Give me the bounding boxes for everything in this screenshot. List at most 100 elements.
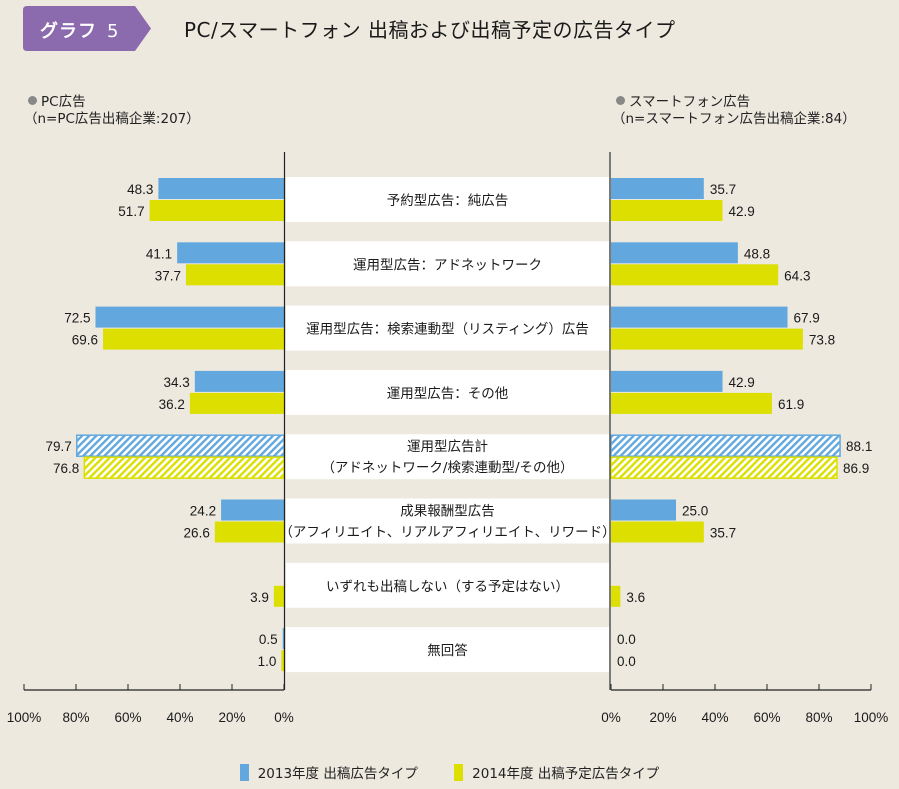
data-label: 42.9 bbox=[729, 204, 755, 219]
data-label: 61.9 bbox=[778, 397, 804, 412]
smartphone-panel-label: スマートフォン広告 （n=スマートフォン広告出稿企業:84） bbox=[612, 94, 856, 128]
smartphone-tick-label: 80% bbox=[805, 710, 832, 725]
badge-label: グラフ 5 bbox=[40, 21, 120, 42]
smartphone-panel-name: スマートフォン広告 bbox=[629, 94, 751, 110]
data-label: 41.1 bbox=[146, 246, 172, 261]
pc-bar-2014 bbox=[189, 392, 284, 414]
category-label-box bbox=[286, 562, 609, 608]
category-label: いずれも出稿しない（する予定はない） bbox=[326, 579, 569, 595]
smartphone-bar-2013 bbox=[610, 434, 841, 457]
data-label: 26.6 bbox=[184, 526, 210, 541]
data-label: 48.8 bbox=[744, 246, 770, 261]
badge-shape bbox=[23, 6, 151, 51]
category-label: 運用型広告：その他 bbox=[387, 386, 509, 402]
pc-bar-2013 bbox=[95, 306, 284, 328]
data-label: 86.9 bbox=[843, 461, 869, 476]
category-label: 成果報酬型広告 bbox=[400, 504, 495, 520]
category-label-box bbox=[286, 305, 609, 351]
smartphone-bar-2014 bbox=[611, 328, 803, 350]
data-label: 36.2 bbox=[159, 397, 185, 412]
pc-panel-name: PC広告 bbox=[41, 94, 86, 110]
category-label: （アフィリエイト、リアルアフィリエイト、リワード） bbox=[279, 525, 615, 541]
smartphone-tick-label: 20% bbox=[649, 710, 676, 725]
smartphone-bar-2014 bbox=[611, 200, 723, 221]
pc-bar-2014 bbox=[103, 328, 284, 350]
graph-number-badge: グラフ 5 bbox=[23, 6, 151, 51]
data-label: 1.0 bbox=[258, 654, 277, 669]
legend-swatch-2014 bbox=[454, 764, 464, 781]
data-label: 25.0 bbox=[682, 504, 708, 519]
smartphone-bar-2014 bbox=[611, 392, 772, 414]
pc-bar-2013 bbox=[282, 628, 284, 650]
data-label: 0.0 bbox=[617, 632, 636, 647]
data-label: 51.7 bbox=[118, 204, 144, 219]
data-label: 79.7 bbox=[45, 439, 71, 454]
legend-item-2013: 2013年度 出稿広告タイプ bbox=[239, 762, 418, 782]
data-label: 0.0 bbox=[617, 654, 636, 669]
data-label: 73.8 bbox=[809, 333, 835, 348]
pc-bar-2013 bbox=[158, 178, 284, 199]
category-label-box bbox=[286, 369, 609, 415]
pc-bar-2014 bbox=[185, 264, 284, 286]
pc-bar-2013 bbox=[194, 370, 284, 392]
data-label: 69.6 bbox=[72, 333, 98, 348]
category-label-box bbox=[286, 498, 609, 544]
smartphone-sample-size: （n=スマートフォン広告出稿企業:84） bbox=[612, 111, 856, 127]
smartphone-bar-2014 bbox=[610, 456, 838, 479]
pc-bar-2014 bbox=[149, 200, 284, 221]
data-label: 64.3 bbox=[784, 268, 810, 283]
pc-bar-2014 bbox=[273, 585, 284, 607]
smartphone-bar-2013 bbox=[611, 499, 676, 521]
category-label: 予約型広告：純広告 bbox=[387, 193, 509, 209]
smartphone-tick-label: 0% bbox=[601, 710, 621, 725]
bullet-icon bbox=[28, 96, 37, 105]
data-label: 35.7 bbox=[710, 526, 736, 541]
pc-bar-2014 bbox=[281, 650, 284, 672]
pc-tick-label: 0% bbox=[274, 710, 294, 725]
data-label: 24.2 bbox=[190, 504, 216, 519]
category-label-box bbox=[286, 627, 609, 673]
smartphone-tick-label: 100% bbox=[854, 710, 889, 725]
legend-label-2013: 2013年度 出稿広告タイプ bbox=[257, 766, 418, 782]
data-label: 34.3 bbox=[164, 375, 190, 390]
category-label-box bbox=[286, 241, 609, 287]
smartphone-bar-2014 bbox=[611, 521, 704, 543]
smartphone-bar-2014 bbox=[611, 264, 779, 286]
chart-title: PC/スマートフォン 出稿および出稿予定の広告タイプ bbox=[184, 18, 676, 42]
category-label: （アドネットワーク/検索連動型/その他） bbox=[321, 460, 573, 476]
pc-tick-label: 80% bbox=[62, 710, 89, 725]
pc-panel-label: PC広告 （n=PC広告出稿企業:207） bbox=[24, 94, 200, 128]
smartphone-bar-2013 bbox=[611, 370, 723, 392]
legend-label-2014: 2014年度 出稿予定広告タイプ bbox=[472, 766, 660, 782]
pc-bar-2014 bbox=[214, 521, 284, 543]
data-label: 42.9 bbox=[729, 375, 755, 390]
data-label: 72.5 bbox=[64, 311, 90, 326]
smartphone-bar-2014 bbox=[611, 585, 621, 607]
pc-tick-label: 40% bbox=[166, 710, 193, 725]
chart-legend: 2013年度 出稿広告タイプ 2014年度 出稿予定広告タイプ bbox=[0, 762, 899, 782]
smartphone-tick-label: 40% bbox=[701, 710, 728, 725]
smartphone-bar-2013 bbox=[611, 242, 738, 264]
data-label: 3.6 bbox=[626, 590, 645, 605]
data-label: 0.5 bbox=[259, 632, 278, 647]
data-label: 48.3 bbox=[127, 182, 153, 197]
pc-tick-label: 100% bbox=[7, 710, 42, 725]
pc-tick-label: 20% bbox=[218, 710, 245, 725]
category-label: 運用型広告：検索連動型（リスティング）広告 bbox=[306, 322, 589, 338]
smartphone-bar-2013 bbox=[611, 178, 704, 199]
data-label: 3.9 bbox=[250, 590, 269, 605]
category-label: 運用型広告計 bbox=[407, 439, 488, 455]
category-label: 無回答 bbox=[427, 642, 468, 659]
category-label: 運用型広告：アドネットワーク bbox=[353, 257, 542, 273]
pc-sample-size: （n=PC広告出稿企業:207） bbox=[24, 111, 200, 127]
data-label: 76.8 bbox=[53, 461, 79, 476]
pc-bar-2014 bbox=[83, 456, 285, 479]
pc-tick-label: 60% bbox=[114, 710, 141, 725]
data-label: 37.7 bbox=[155, 268, 181, 283]
bullet-icon bbox=[616, 96, 625, 105]
legend-swatch-2013 bbox=[239, 764, 249, 781]
smartphone-bar-2013 bbox=[611, 306, 788, 328]
data-label: 67.9 bbox=[794, 311, 820, 326]
data-label: 35.7 bbox=[710, 182, 736, 197]
